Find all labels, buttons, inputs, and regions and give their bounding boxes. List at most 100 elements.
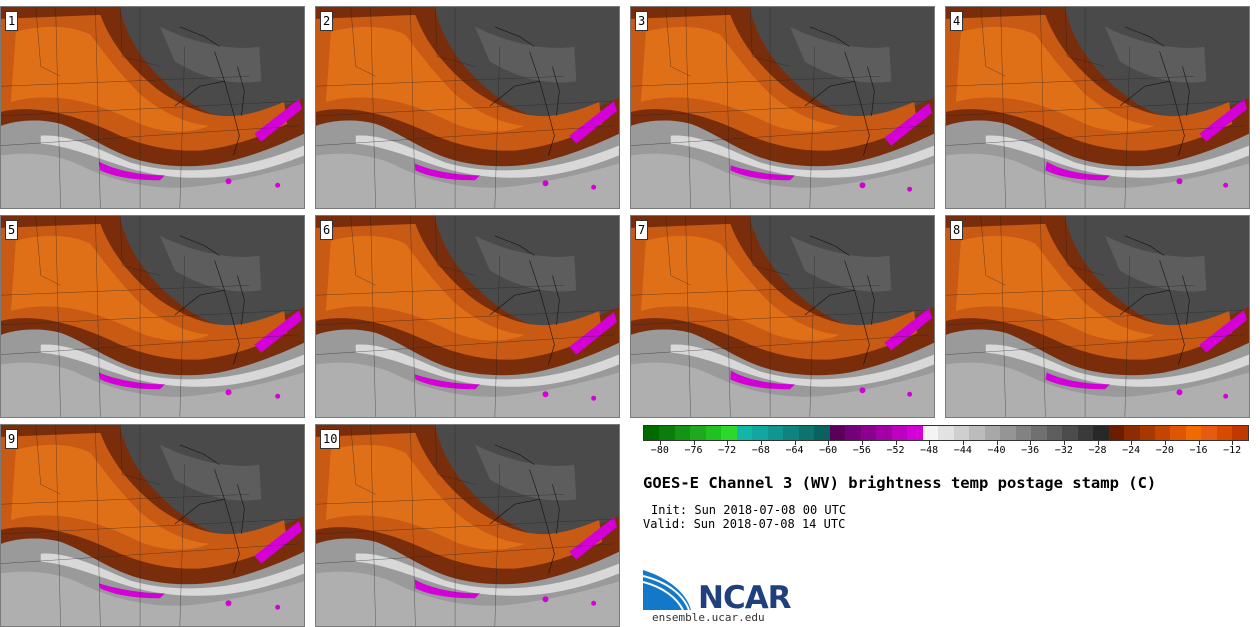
colorbar-segment xyxy=(1077,426,1094,440)
brightness-temp-map xyxy=(631,7,934,208)
colorbar-segment xyxy=(814,426,830,440)
colorbar-tick-mark xyxy=(1097,441,1099,445)
colorbar-tick-label: −28 xyxy=(1088,445,1107,456)
panel-number-label: 6 xyxy=(320,220,334,240)
colorbar-tick-label: −32 xyxy=(1054,445,1073,456)
colorbar-segment xyxy=(659,426,675,440)
colorbar-tick-label: −52 xyxy=(886,445,905,456)
panel-number-label: 9 xyxy=(5,429,19,449)
brightness-temp-map xyxy=(946,7,1249,208)
colorbar-segment xyxy=(783,426,799,440)
colorbar-segment xyxy=(876,426,892,440)
ensemble-member-panel: 10 xyxy=(315,424,620,627)
colorbar-tick-label: −76 xyxy=(684,445,703,456)
colorbar-segment xyxy=(953,426,970,440)
colorbar-tick-label: −56 xyxy=(852,445,871,456)
colorbar-segment xyxy=(1093,426,1109,440)
colorbar-tick-label: −36 xyxy=(1021,445,1040,456)
colorbar-tick-label: −48 xyxy=(920,445,939,456)
colorbar-segment xyxy=(938,426,954,440)
colorbar-segment xyxy=(1046,426,1063,440)
colorbar-segment xyxy=(922,426,939,440)
colorbar-tick-mark xyxy=(895,441,897,445)
colorbar-tick-mark xyxy=(760,441,762,445)
colorbar-ticks: −80 −76 −72 −68 −64 −60 −56 −52 −48 −44 −40 −36 −32 −… xyxy=(643,441,1249,461)
colorbar-segment xyxy=(1062,426,1078,440)
colorbar-segment xyxy=(644,426,660,440)
panel-number-label: 10 xyxy=(320,429,341,449)
colorbar-segment xyxy=(1170,426,1186,440)
brightness-temp-map xyxy=(946,216,1249,417)
colorbar-segment xyxy=(1000,426,1016,440)
colorbar-tick-mark xyxy=(962,441,964,445)
colorbar-segment xyxy=(829,426,846,440)
ensemble-member-panel: 3 xyxy=(630,6,935,209)
brightness-temp-map xyxy=(1,216,304,417)
colorbar-segment xyxy=(690,426,706,440)
colorbar-segment xyxy=(736,426,753,440)
colorbar-segment xyxy=(705,426,722,440)
colorbar-tick-mark xyxy=(794,441,796,445)
colorbar-tick-mark xyxy=(1131,441,1133,445)
colorbar-tick-mark xyxy=(1030,441,1032,445)
colorbar-segment xyxy=(1139,426,1155,440)
colorbar-tick-mark xyxy=(1232,441,1234,445)
colorbar-tick-mark xyxy=(1198,441,1200,445)
colorbar-segment xyxy=(969,426,985,440)
brightness-temp-map xyxy=(631,216,934,417)
colorbar-tick-mark xyxy=(727,441,729,445)
brightness-temp-map xyxy=(316,216,619,417)
colorbar-segment xyxy=(767,426,784,440)
figure-title: GOES-E Channel 3 (WV) brightness temp po… xyxy=(643,474,1157,492)
colorbar-segment xyxy=(721,426,737,440)
colorbar-segment xyxy=(1216,426,1233,440)
colorbar-segment xyxy=(1015,426,1032,440)
colorbar-tick-label: −20 xyxy=(1155,445,1174,456)
ensemble-member-panel: 6 xyxy=(315,215,620,418)
colorbar-tick-label: −68 xyxy=(751,445,770,456)
colorbar-segment xyxy=(1232,426,1248,440)
panel-number-label: 8 xyxy=(950,220,964,240)
colorbar-tick-label: −80 xyxy=(650,445,669,456)
brightness-temp-map xyxy=(316,425,619,626)
brightness-temp-map xyxy=(316,7,619,208)
colorbar-segment xyxy=(674,426,691,440)
colorbar-segment xyxy=(1201,426,1217,440)
ensemble-member-panel: 1 xyxy=(0,6,305,209)
colorbar-tick-mark xyxy=(693,441,695,445)
colorbar-tick-label: −44 xyxy=(953,445,972,456)
colorbar-segment xyxy=(1031,426,1047,440)
ensemble-member-panel: 7 xyxy=(630,215,935,418)
init-time: Init: Sun 2018-07-08 00 UTC xyxy=(651,503,847,517)
panel-number-label: 5 xyxy=(5,220,19,240)
ensemble-member-panel: 2 xyxy=(315,6,620,209)
colorbar-tick-label: −24 xyxy=(1122,445,1141,456)
colorbar-tick-mark xyxy=(861,441,863,445)
colorbar-tick-label: −12 xyxy=(1223,445,1242,456)
brightness-temp-map xyxy=(1,7,304,208)
ensemble-member-panel: 4 xyxy=(945,6,1250,209)
colorbar-segment xyxy=(1108,426,1125,440)
colorbar-tick-label: −60 xyxy=(819,445,838,456)
colorbar-segment xyxy=(891,426,908,440)
colorbar-segment xyxy=(798,426,815,440)
colorbar-tick-mark xyxy=(1164,441,1166,445)
colorbar-tick-mark xyxy=(828,441,830,445)
panel-number-label: 2 xyxy=(320,11,334,31)
colorbar-segment xyxy=(1154,426,1171,440)
valid-time: Valid: Sun 2018-07-08 14 UTC xyxy=(643,517,846,531)
colorbar-segment xyxy=(907,426,923,440)
colorbar-segment xyxy=(845,426,861,440)
colorbar-tick-label: −72 xyxy=(718,445,737,456)
colorbar-tick-label: −16 xyxy=(1189,445,1208,456)
logo-url: ensemble.ucar.edu xyxy=(652,611,765,624)
brightness-temp-map xyxy=(1,425,304,626)
colorbar-tick-mark xyxy=(1063,441,1065,445)
colorbar xyxy=(643,425,1249,441)
panel-number-label: 7 xyxy=(635,220,649,240)
panel-number-label: 1 xyxy=(5,11,19,31)
colorbar-tick-mark xyxy=(996,441,998,445)
colorbar-segment xyxy=(860,426,877,440)
colorbar-segment xyxy=(752,426,768,440)
colorbar-tick-mark xyxy=(659,441,661,445)
